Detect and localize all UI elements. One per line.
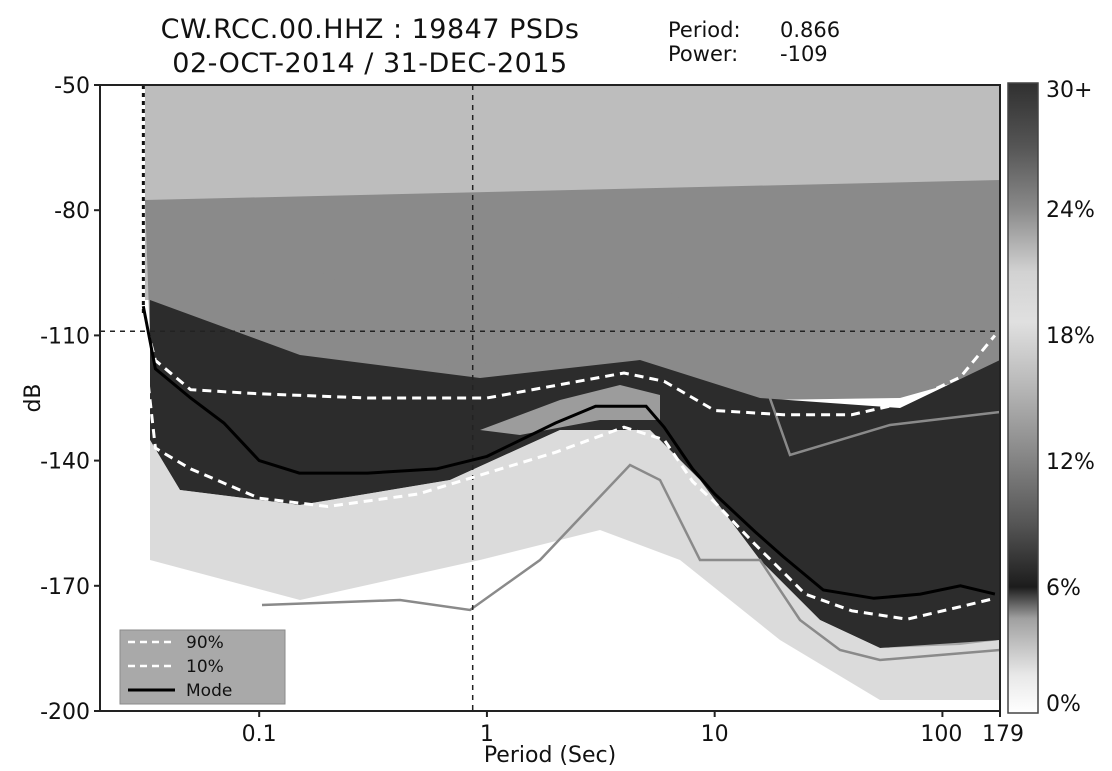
x-tick-label: 10	[701, 722, 729, 747]
x-tick-label: 1	[480, 722, 494, 747]
legend-box	[119, 629, 286, 705]
y-tick-label: -80	[54, 199, 90, 224]
y-axis-label: dB	[21, 383, 46, 412]
period-label: Period:	[668, 18, 741, 42]
colorbar-tick-label: 24%	[1046, 198, 1095, 223]
period-value: 0.866	[780, 18, 841, 42]
y-tick-label: -140	[40, 450, 90, 475]
y-tick-label: -200	[40, 700, 90, 725]
power-readout: Power: -109	[668, 42, 828, 66]
colorbar-tick-label: 18%	[1046, 324, 1095, 349]
chart-title: CW.RCC.00.HHZ : 19847 PSDs	[160, 14, 580, 45]
legend: 90% 10% Mode	[119, 629, 286, 705]
colorbar-tick-label: 12%	[1046, 450, 1095, 475]
chart-subtitle: 02-OCT-2014 / 31-DEC-2015	[172, 48, 568, 79]
x-tick-label: 0.1	[242, 722, 277, 747]
series-line-90pct	[141, 314, 997, 417]
x-tick-label: 100	[920, 722, 962, 747]
envelope-upper	[261, 253, 1000, 457]
envelope-lower	[261, 463, 1000, 662]
colorbar-tick-label: 0%	[1046, 692, 1081, 717]
colorbar-tick-label: 30+	[1046, 78, 1092, 103]
y-tick-label: -110	[40, 324, 90, 349]
y-tick-label: -170	[40, 575, 90, 600]
series-line-mode	[141, 305, 996, 600]
density-band-mid	[145, 180, 1000, 400]
legend-label-10: 10%	[186, 657, 224, 677]
power-value: -109	[780, 42, 828, 66]
colorbar	[1007, 82, 1039, 714]
x-tick-label: 179	[982, 722, 1024, 747]
density-band-light	[150, 430, 1000, 700]
plot-frame	[99, 84, 1001, 712]
period-readout: Period: 0.866	[668, 18, 840, 42]
y-tick-label: -50	[54, 74, 90, 99]
legend-label-mode: Mode	[186, 681, 232, 701]
series-line-10pct	[141, 339, 996, 621]
density-band-peak	[480, 385, 660, 435]
x-axis-label: Period (Sec)	[484, 743, 616, 768]
legend-label-90: 90%	[186, 633, 224, 653]
power-label: Power:	[668, 42, 739, 66]
colorbar-tick-label: 6%	[1046, 576, 1081, 601]
